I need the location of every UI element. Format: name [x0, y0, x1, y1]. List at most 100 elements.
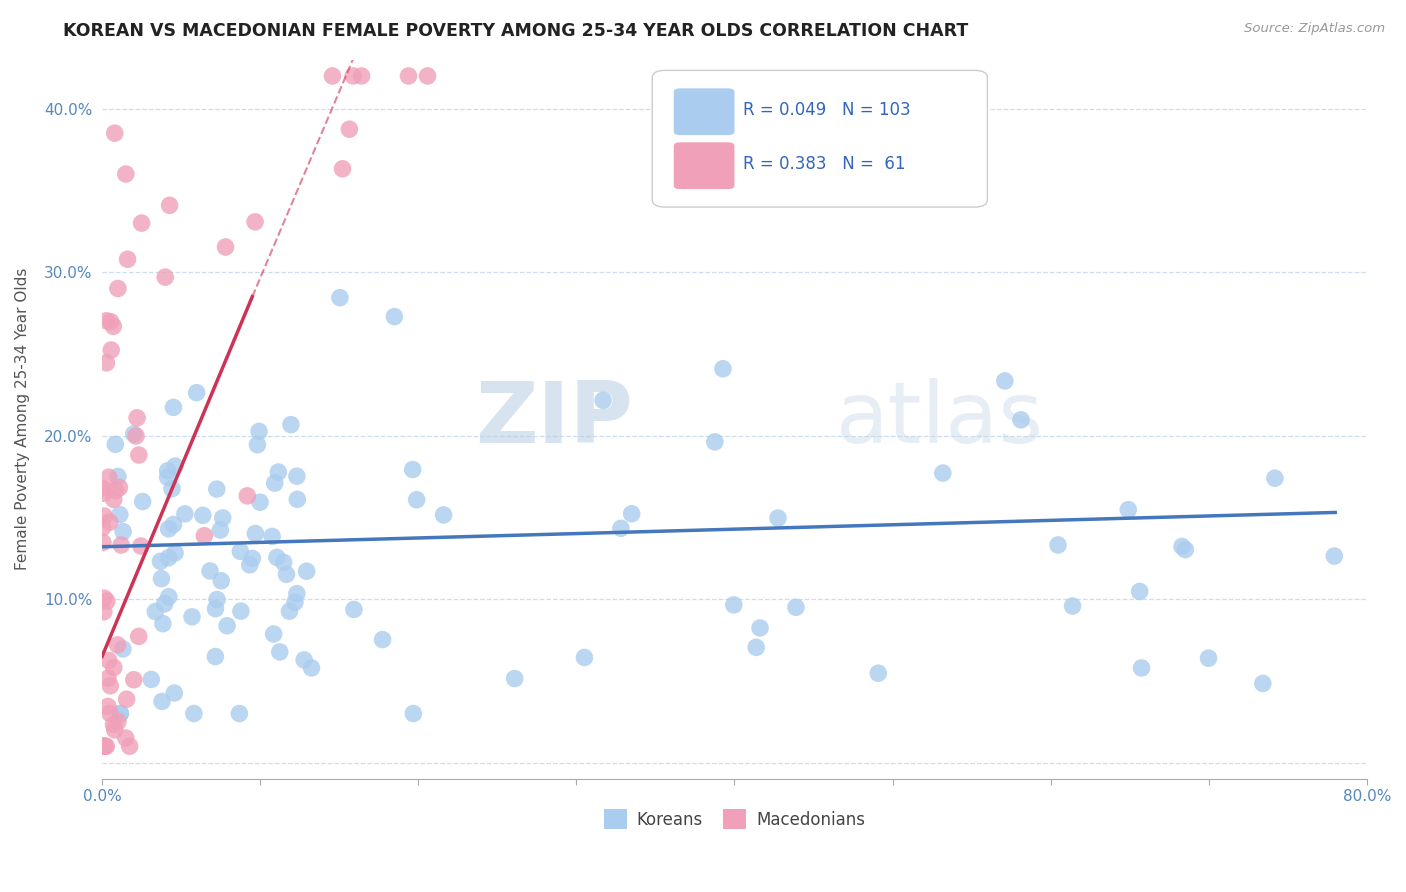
Point: [994, 374, 1017, 388]
FancyBboxPatch shape: [673, 88, 734, 135]
Point: [236, 489, 259, 503]
Y-axis label: Female Poverty Among 25-34 Year Olds: Female Poverty Among 25-34 Year Olds: [15, 268, 30, 571]
Point: [163, 686, 186, 700]
Point: [191, 508, 214, 523]
Point: [118, 739, 141, 754]
Point: [405, 492, 427, 507]
Point: [156, 464, 179, 478]
Point: [703, 434, 725, 449]
Point: [1010, 413, 1032, 427]
Point: [93, 509, 115, 524]
Point: [131, 494, 153, 508]
Point: [284, 595, 307, 609]
Point: [785, 600, 807, 615]
Point: [209, 574, 232, 588]
Point: [292, 653, 315, 667]
Point: [204, 649, 226, 664]
Point: [285, 586, 308, 600]
Point: [93, 739, 115, 754]
Point: [159, 198, 181, 212]
Point: [162, 401, 184, 415]
Point: [91, 521, 114, 535]
Point: [321, 69, 343, 83]
Point: [214, 240, 236, 254]
Text: KOREAN VS MACEDONIAN FEMALE POVERTY AMONG 25-34 YEAR OLDS CORRELATION CHART: KOREAN VS MACEDONIAN FEMALE POVERTY AMON…: [63, 22, 969, 40]
Point: [156, 470, 179, 484]
Point: [96, 314, 118, 328]
Point: [98, 679, 121, 693]
Point: [1047, 538, 1070, 552]
Text: Source: ZipAtlas.com: Source: ZipAtlas.com: [1244, 22, 1385, 36]
Point: [97, 653, 120, 667]
Point: [114, 731, 136, 745]
Point: [108, 508, 131, 522]
Point: [1130, 661, 1153, 675]
Point: [416, 69, 439, 83]
Point: [165, 546, 187, 560]
Point: [285, 469, 308, 483]
Point: [337, 122, 360, 136]
Point: [245, 526, 267, 541]
Point: [97, 671, 120, 685]
Point: [209, 523, 232, 537]
Point: [141, 673, 163, 687]
Point: [301, 661, 323, 675]
Point: [91, 486, 114, 500]
Point: [96, 356, 118, 370]
Point: [932, 466, 955, 480]
Point: [247, 425, 270, 439]
Point: [723, 598, 745, 612]
Point: [198, 564, 221, 578]
Point: [766, 511, 789, 525]
Point: [153, 597, 176, 611]
Point: [205, 482, 228, 496]
Text: ZIP: ZIP: [475, 377, 633, 461]
Point: [432, 508, 454, 522]
Point: [343, 602, 366, 616]
Point: [243, 215, 266, 229]
Point: [149, 554, 172, 568]
Point: [157, 590, 180, 604]
Point: [110, 706, 132, 721]
Point: [273, 556, 295, 570]
FancyBboxPatch shape: [673, 143, 734, 189]
Point: [749, 621, 772, 635]
Point: [215, 619, 238, 633]
Point: [131, 216, 153, 230]
Point: [229, 544, 252, 558]
Point: [143, 605, 166, 619]
Point: [93, 591, 115, 606]
Point: [107, 638, 129, 652]
Point: [150, 694, 173, 708]
Text: R = 0.383   N =  61: R = 0.383 N = 61: [744, 155, 905, 173]
Point: [592, 393, 614, 408]
Point: [94, 739, 117, 754]
Point: [104, 723, 127, 737]
Point: [269, 645, 291, 659]
Point: [205, 592, 228, 607]
Point: [98, 706, 121, 721]
Point: [868, 666, 890, 681]
Point: [155, 270, 177, 285]
Point: [350, 69, 373, 83]
Point: [93, 739, 115, 754]
Point: [267, 465, 290, 479]
Point: [610, 521, 633, 535]
Point: [107, 469, 129, 483]
Point: [115, 692, 138, 706]
Point: [1198, 651, 1220, 665]
Point: [157, 522, 180, 536]
Point: [150, 572, 173, 586]
Point: [103, 319, 125, 334]
Point: [117, 252, 139, 267]
Point: [266, 550, 288, 565]
Point: [1264, 471, 1286, 485]
Point: [100, 315, 122, 329]
Point: [1062, 599, 1084, 613]
Legend: Koreans, Macedonians: Koreans, Macedonians: [596, 803, 872, 835]
Point: [111, 642, 134, 657]
Point: [129, 539, 152, 553]
Point: [152, 616, 174, 631]
Point: [91, 739, 114, 754]
Point: [402, 706, 425, 721]
